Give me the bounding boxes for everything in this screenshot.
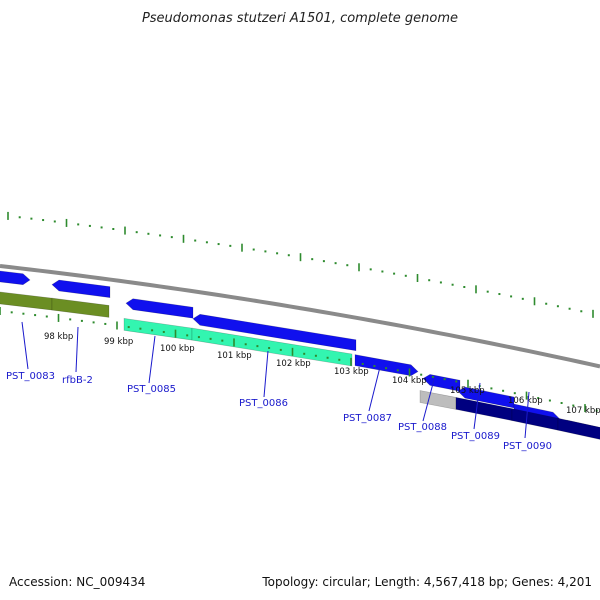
gene-label-pst-0086[interactable]: PST_0086 — [239, 398, 288, 409]
feature-track — [0, 270, 600, 441]
gene-labels: PST_0083 rfbB-2 PST_0085 PST_0086 PST_00… — [6, 371, 552, 452]
kbp-label-98: 98 kbp — [44, 332, 73, 342]
kbp-label-107: 107 kbp — [566, 406, 600, 416]
leader-line-pst-0083 — [21, 321, 29, 370]
cds-block-6[interactable] — [457, 386, 515, 409]
kbp-label-100: 100 kbp — [160, 344, 195, 354]
leader-line-pst-0086 — [263, 350, 269, 398]
cds-block-5[interactable] — [422, 374, 461, 392]
cds-block-3[interactable] — [192, 313, 357, 352]
gene-label-pst-0083[interactable]: PST_0083 — [6, 371, 55, 382]
cds-block-2[interactable] — [125, 298, 194, 319]
leader-line-rfbb-2 — [75, 326, 79, 373]
kbp-label-103: 103 kbp — [334, 367, 369, 377]
outer-tick-ruler — [7, 211, 594, 318]
gene-label-pst-0087[interactable]: PST_0087 — [343, 413, 392, 424]
accession-text: Accession: NC_009434 — [9, 575, 145, 589]
leader-line-pst-0088 — [422, 375, 436, 422]
kbp-label-104: 104 kbp — [392, 376, 427, 386]
leader-line-pst-0087 — [368, 366, 381, 412]
cds-block-4[interactable] — [354, 354, 419, 377]
gene-leader-lines — [21, 321, 530, 439]
rna-block-cyan-a[interactable] — [123, 318, 193, 341]
kbp-label-102: 102 kbp — [276, 359, 311, 369]
kbp-label-101: 101 kbp — [217, 351, 252, 361]
kbp-labels: 98 kbp 99 kbp 100 kbp 101 kbp 102 kbp 10… — [44, 332, 600, 416]
gene-label-pst-0088[interactable]: PST_0088 — [398, 422, 447, 433]
leader-line-pst-0085 — [148, 335, 156, 384]
leader-line-pst-0089 — [473, 382, 481, 430]
kbp-label-106: 106 kbp — [508, 396, 543, 406]
genome-backbone — [0, 264, 600, 369]
cds-block-1[interactable] — [51, 279, 111, 298]
genome-summary-text: Topology: circular; Length: 4,567,418 bp… — [261, 575, 592, 589]
cds-block-0[interactable] — [0, 270, 31, 286]
kbp-label-99: 99 kbp — [104, 337, 133, 347]
gene-label-pst-0089[interactable]: PST_0089 — [451, 431, 500, 442]
gene-label-rfbb-2[interactable]: rfbB-2 — [62, 375, 93, 386]
rna-block-green-a[interactable] — [0, 291, 53, 311]
rna-block-navy-c[interactable] — [557, 417, 600, 441]
gene-label-pst-0090[interactable]: PST_0090 — [503, 441, 552, 452]
gene-label-pst-0085[interactable]: PST_0085 — [127, 384, 176, 395]
kbp-label-105: 105 kbp — [450, 386, 485, 396]
inner-tick-ruler — [0, 307, 598, 413]
rna-block-green-b[interactable] — [51, 297, 110, 318]
rna-block-cyan-b[interactable] — [191, 327, 353, 367]
genome-title: Pseudomonas stutzeri A1501, complete gen… — [142, 11, 458, 26]
leader-line-pst-0090 — [524, 391, 530, 439]
